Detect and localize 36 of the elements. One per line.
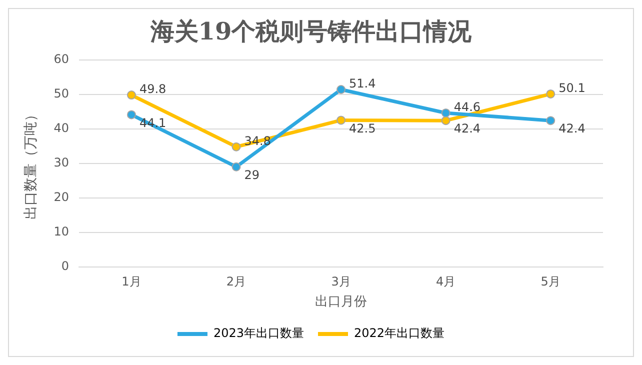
- point: [126, 110, 136, 120]
- data-label: 49.8: [139, 82, 166, 96]
- y-axis-title: 出口数量（万吨）: [23, 107, 40, 220]
- data-label: 42.4: [454, 122, 481, 136]
- y-tick-label: 0: [61, 259, 70, 274]
- y-tick-label: 20: [54, 190, 70, 204]
- data-label: 42.5: [349, 121, 376, 136]
- x-tick-label: 4月: [436, 274, 456, 288]
- data-label: 50.1: [558, 81, 586, 96]
- x-tick-label: 3月: [331, 274, 351, 288]
- point: [126, 90, 136, 100]
- point: [336, 116, 346, 125]
- point: [232, 162, 241, 172]
- x-tick-label: 2月: [226, 274, 246, 288]
- legend-label: 2022年出口数量: [354, 326, 445, 340]
- y-tick-label: 50: [54, 86, 70, 100]
- x-tick-label: 5月: [540, 274, 560, 288]
- data-label: 34.8: [244, 134, 271, 148]
- legend-label: 2023年出口数量: [213, 326, 304, 340]
- chart-title: 海关19个税则号铸件出口情况: [149, 16, 473, 46]
- x-tick-label: 1月: [122, 274, 142, 288]
- data-label: 29: [244, 168, 260, 182]
- y-tick-label: 30: [54, 156, 70, 170]
- y-tick-label: 40: [54, 120, 70, 135]
- point: [546, 116, 556, 126]
- y-tick-label: 60: [54, 52, 70, 66]
- data-label: 42.4: [558, 122, 586, 136]
- data-label: 44.6: [454, 100, 481, 114]
- point: [441, 108, 450, 118]
- y-tick-label: 10: [54, 224, 70, 239]
- point: [546, 89, 556, 98]
- data-label: 51.4: [349, 76, 376, 91]
- point: [336, 85, 346, 94]
- point: [232, 142, 241, 152]
- point: [441, 116, 450, 126]
- x-axis-title: 出口月份: [315, 294, 368, 310]
